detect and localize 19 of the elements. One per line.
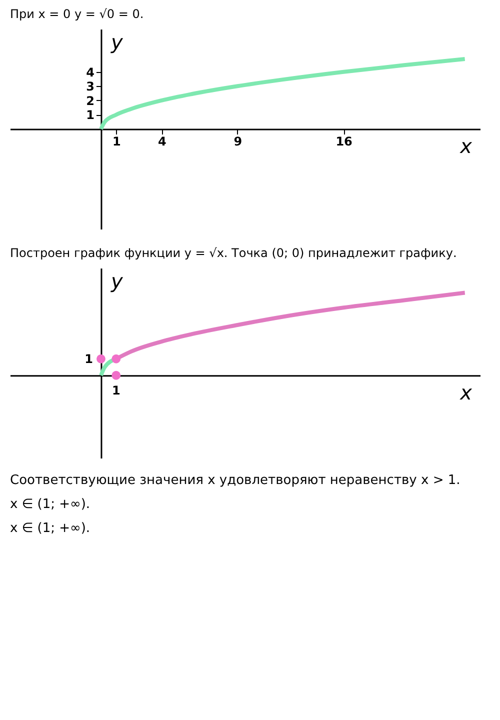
- y-tick-label: 3: [86, 80, 94, 94]
- chart-title: При x = 0 y = √0 = 0.: [10, 7, 144, 21]
- line-series: [98, 57, 467, 131]
- x-tick-label: 1: [112, 134, 121, 148]
- annotation: 1: [112, 383, 120, 398]
- text: Соответствующие значения x удовлетворяют неравенству x > 1.: [10, 473, 460, 488]
- x-axis-title: x: [459, 380, 472, 404]
- y-tick-label: 4: [86, 65, 94, 80]
- x-axis-title: x: [459, 134, 472, 158]
- x-tick-label: 9: [234, 134, 242, 148]
- x-tick-label: 4: [158, 134, 166, 148]
- y-tick-label: 1: [86, 108, 94, 122]
- text: x ∈ (1; +∞).: [10, 497, 90, 512]
- y-axis-title: y: [110, 30, 124, 54]
- y-tick-label: 2: [86, 94, 94, 108]
- x-tick-label: 16: [336, 134, 352, 148]
- text: x ∈ (1; +∞).: [10, 521, 90, 536]
- y-axis-title: y: [110, 269, 124, 293]
- chart-title: Построен график функции y = √x. Точка (0; 0) принадлежит графику.: [10, 246, 457, 260]
